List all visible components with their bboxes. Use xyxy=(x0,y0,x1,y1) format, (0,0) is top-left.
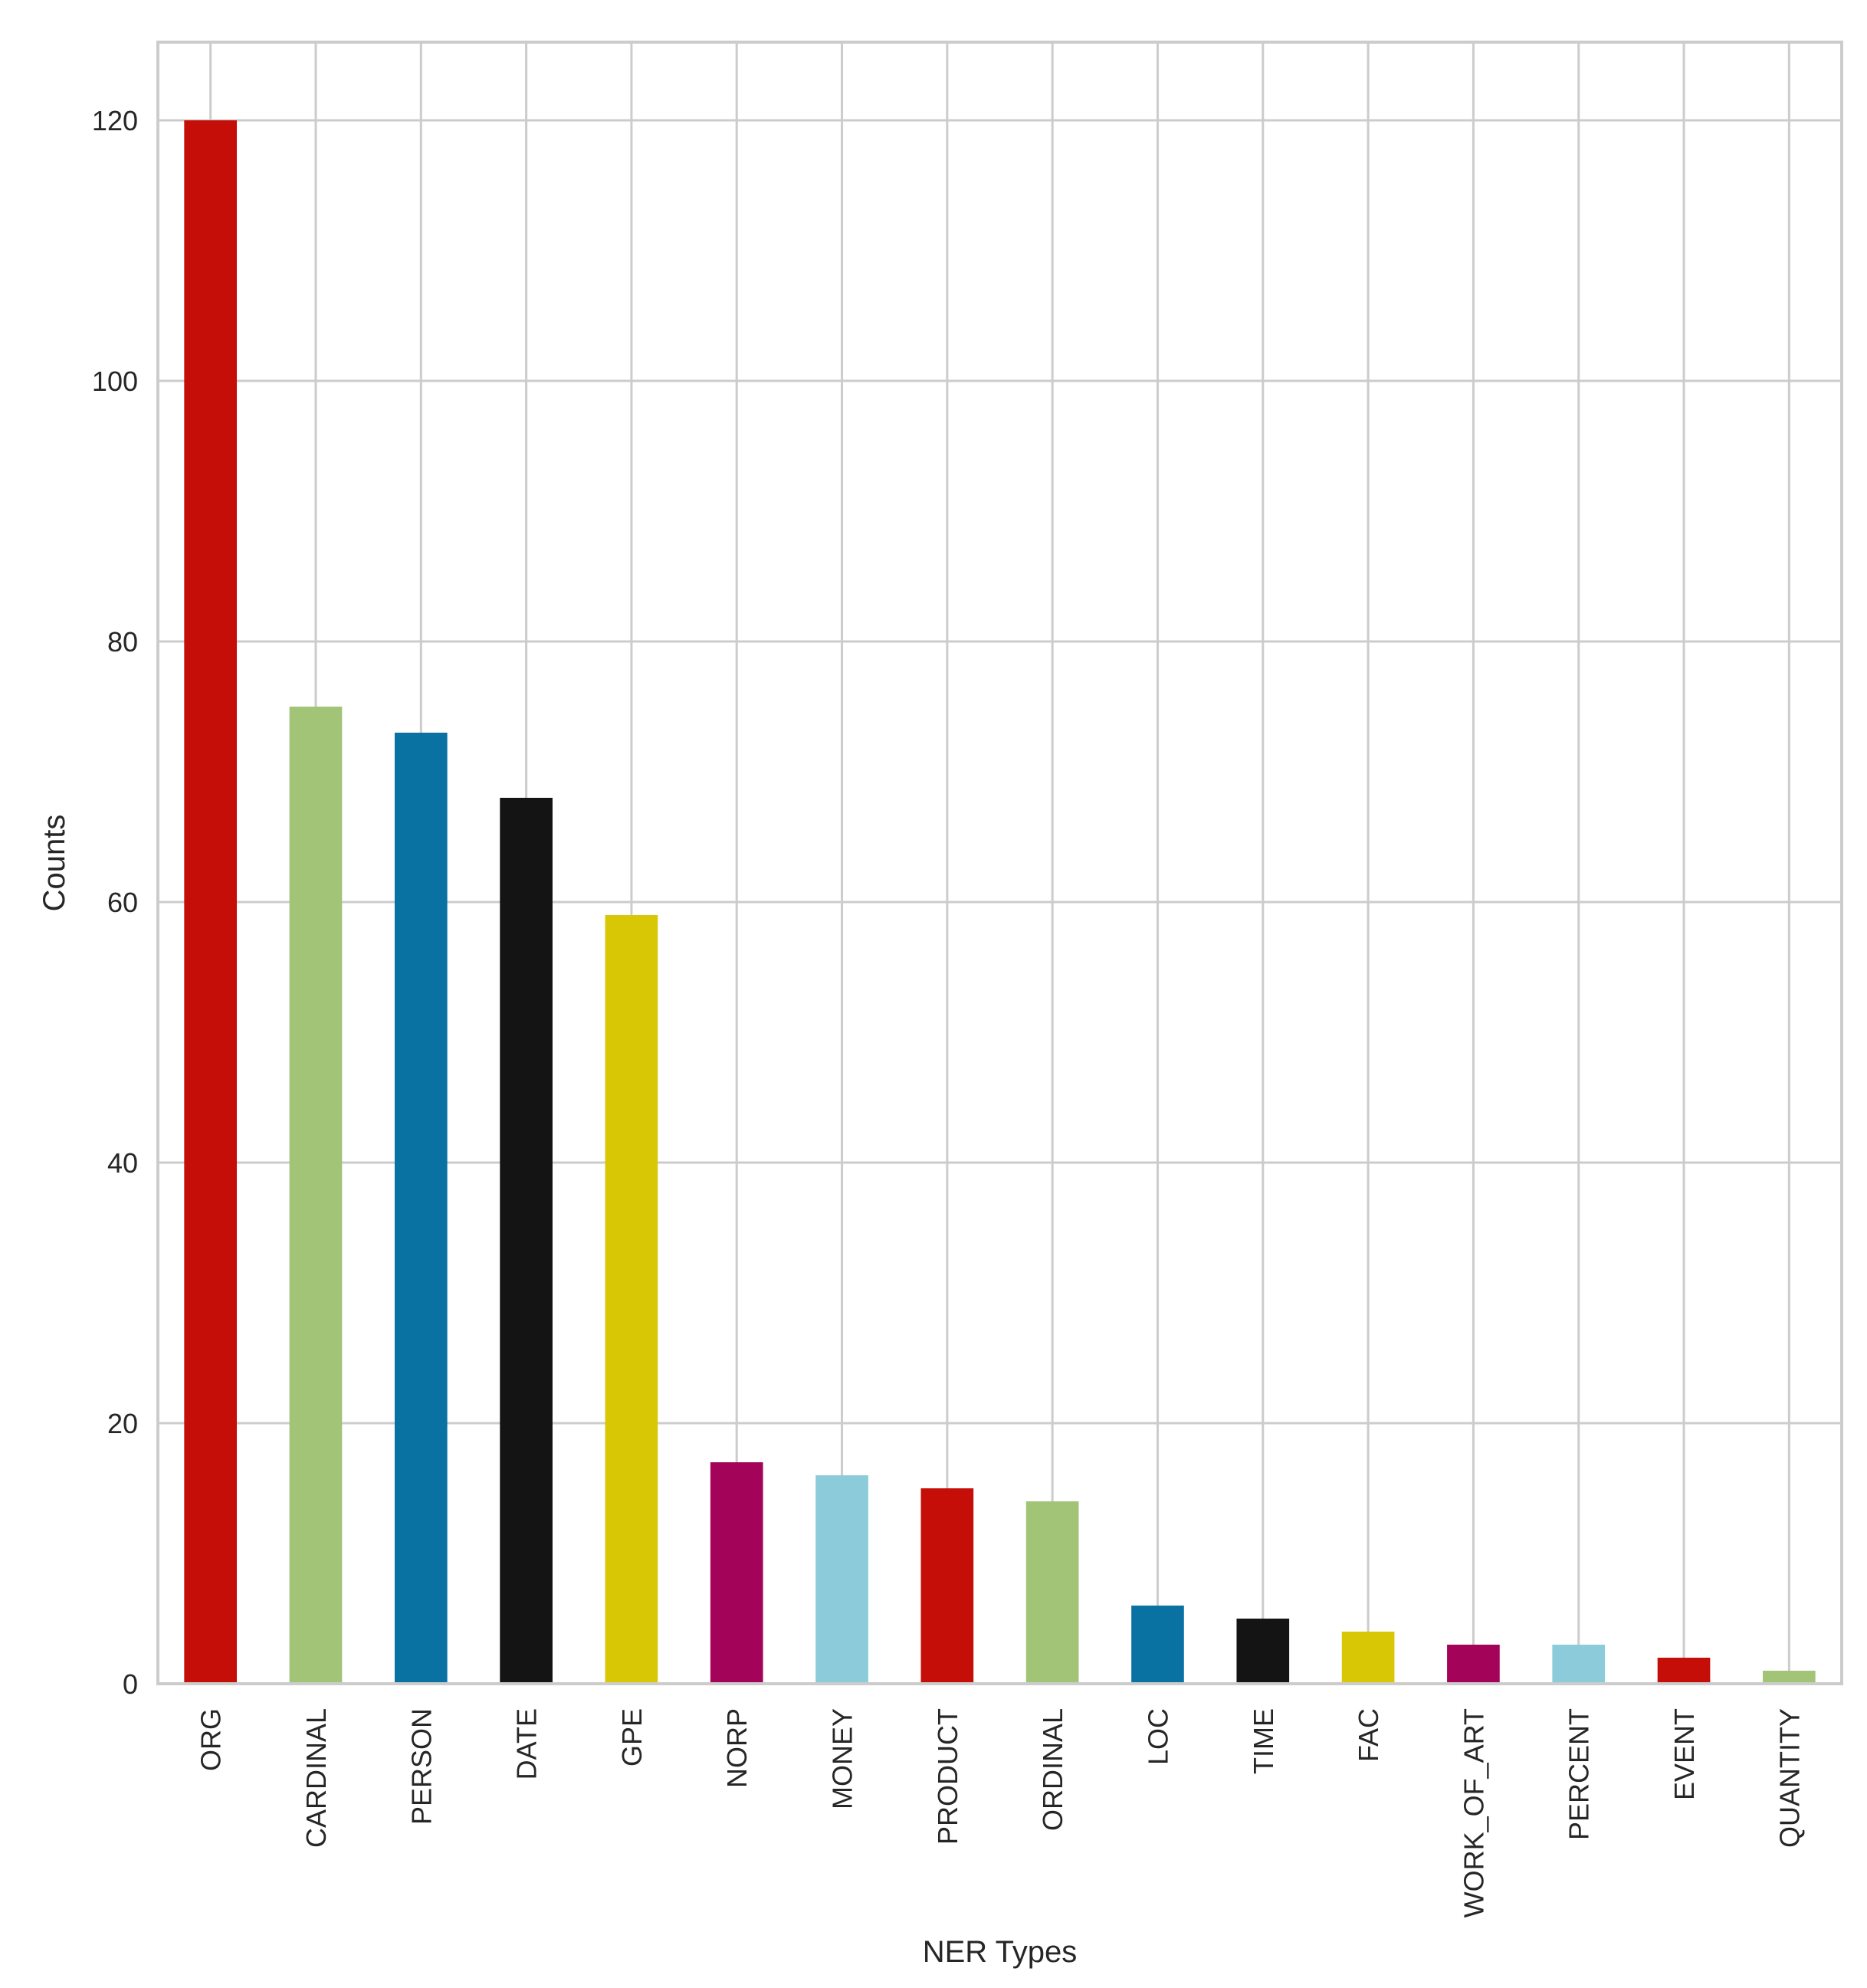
y-tick-label: 120 xyxy=(92,105,138,136)
bar-person xyxy=(394,733,448,1684)
bars xyxy=(184,120,1816,1684)
x-tick-label: PERCENT xyxy=(1563,1708,1595,1840)
x-tick-label: WORK_OF_ART xyxy=(1458,1708,1489,1917)
x-tick-label: NORP xyxy=(721,1708,753,1788)
bar-time xyxy=(1236,1619,1290,1684)
x-tick-label: PRODUCT xyxy=(932,1708,963,1845)
x-tick-label: CARDINAL xyxy=(300,1708,332,1848)
y-tick-label: 100 xyxy=(92,366,138,397)
x-tick-label: MONEY xyxy=(827,1708,858,1809)
x-tick-label: ORDINAL xyxy=(1037,1708,1068,1831)
bar-fac xyxy=(1341,1632,1395,1684)
bar-work-of-art xyxy=(1447,1645,1500,1684)
x-tick-label: GPE xyxy=(616,1708,648,1767)
x-axis-title: NER Types xyxy=(923,1935,1078,1969)
x-tick-label: TIME xyxy=(1248,1708,1279,1774)
x-tick-label: DATE xyxy=(511,1708,543,1780)
bar-norp xyxy=(710,1462,763,1684)
x-tick-label: FAC xyxy=(1353,1708,1384,1762)
bar-event xyxy=(1657,1658,1711,1684)
bar-gpe xyxy=(605,915,658,1684)
bar-percent xyxy=(1552,1645,1606,1684)
x-tick-label: EVENT xyxy=(1668,1708,1700,1800)
y-tick-label: 60 xyxy=(107,887,138,918)
x-axis-ticks: ORG CARDINAL PERSON DATE GPE NORP MONEY PRODUCT… xyxy=(195,1708,1806,1917)
y-tick-label: 20 xyxy=(107,1408,138,1439)
bar-org xyxy=(184,120,237,1684)
bar-ordinal xyxy=(1025,1501,1079,1684)
x-tick-label: PERSON xyxy=(405,1708,437,1825)
x-tick-label: LOC xyxy=(1142,1708,1173,1765)
bar-cardinal xyxy=(289,707,343,1684)
bar-product xyxy=(920,1488,974,1684)
y-axis-ticks: 0 20 40 60 80 100 120 xyxy=(92,105,138,1700)
bar-loc xyxy=(1131,1606,1184,1684)
x-tick-label: ORG xyxy=(195,1708,227,1771)
bar-date xyxy=(500,798,553,1684)
y-tick-label: 80 xyxy=(107,626,138,658)
y-tick-label: 40 xyxy=(107,1147,138,1179)
plot-frame xyxy=(156,41,1843,1685)
y-tick-label: 0 xyxy=(123,1668,138,1700)
x-tick-label: QUANTITY xyxy=(1773,1708,1805,1848)
bar-money xyxy=(815,1475,868,1684)
bar-quantity xyxy=(1763,1671,1816,1684)
y-axis-title: Counts xyxy=(38,815,71,912)
gridlines xyxy=(158,42,1842,1684)
